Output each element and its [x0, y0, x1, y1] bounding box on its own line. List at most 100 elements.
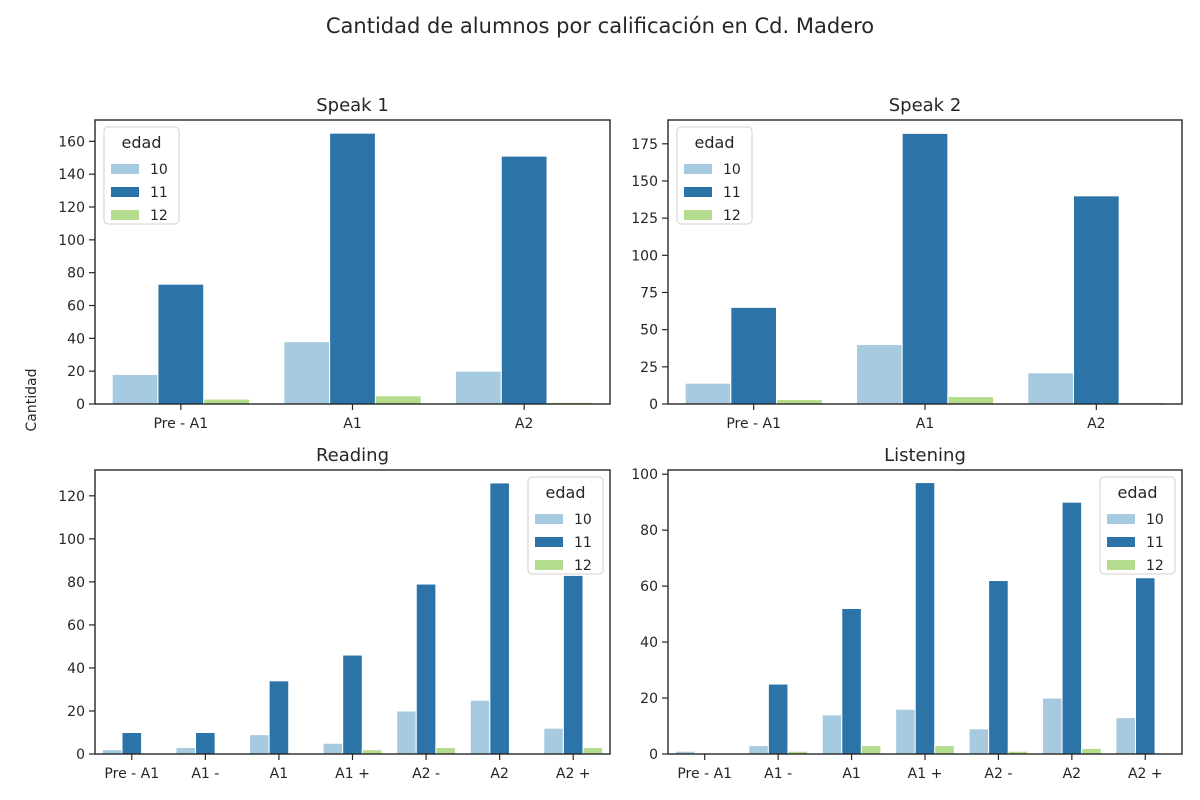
bar-10-5 [1041, 697, 1063, 755]
legend-label: 12 [574, 558, 592, 574]
subplot-1: Speak 2 0 25 50 75 100 125 150 175 Pre - A1 A1 A2 ed… [631, 95, 1183, 432]
y-tick-label: 125 [631, 211, 658, 227]
legend-swatch-12 [684, 210, 712, 220]
y-tick-label: 60 [67, 299, 85, 315]
bar-11-0 [121, 731, 143, 755]
legend-box [103, 126, 180, 225]
bar-11-5 [1061, 501, 1083, 755]
y-tick-label: 100 [631, 248, 658, 264]
bar-10-1 [748, 745, 769, 755]
axes-frame [94, 119, 611, 405]
bar-11-1 [901, 132, 949, 405]
bar-10-2 [821, 714, 843, 755]
legend-swatch-10 [535, 514, 563, 524]
y-tick-label: 100 [58, 532, 85, 548]
subplot-title: Speak 2 [889, 95, 962, 116]
y-tick-label: 60 [640, 579, 658, 595]
legend-box [1099, 476, 1176, 575]
x-tick-label: Pre - A1 [677, 766, 732, 782]
subplot-3: Listening 0 20 40 60 80 100 Pre - A1 A1 - A1 A1 + A… [631, 445, 1183, 782]
legend: edad 10 11 12 [103, 126, 180, 225]
y-tick-label: 140 [58, 167, 85, 183]
bar-12-5 [1081, 747, 1102, 755]
bar-10-6 [1115, 717, 1136, 755]
y-axis-label: Cantidad [24, 369, 40, 432]
bar-10-2 [249, 734, 270, 755]
x-tick-label: A2 [490, 766, 508, 782]
legend-label: 12 [150, 208, 168, 224]
legend-box [676, 126, 753, 225]
y-tick-label: 0 [76, 397, 85, 413]
y-tick-label: 100 [58, 233, 85, 249]
x-tick-label: Pre - A1 [104, 766, 159, 782]
legend-swatch-11 [1107, 537, 1135, 547]
x-tick-label: A1 [916, 416, 934, 432]
bar-11-2 [268, 680, 290, 755]
x-tick-label: A2 + [1128, 766, 1163, 782]
figure-title: Cantidad de alumnos por calificación en … [326, 14, 874, 38]
bar-12-0 [203, 398, 251, 405]
bar-10-1 [283, 341, 331, 405]
y-tick-label: 80 [67, 266, 85, 282]
bar-10-3 [895, 708, 916, 755]
legend-swatch-10 [684, 164, 712, 174]
x-tick-label: A1 [270, 766, 288, 782]
legend-label: 11 [150, 185, 168, 201]
legend-label: 10 [723, 162, 741, 178]
y-tick-label: 0 [649, 397, 658, 413]
x-tick-label: A2 [1063, 766, 1081, 782]
subplot-title: Listening [884, 445, 966, 466]
y-tick-label: 50 [640, 323, 658, 339]
subplot-0: Speak 1 0 20 40 60 80 100 120 140 160 Pre - A1 A1 A2… [58, 95, 611, 432]
bar-11-6 [562, 574, 584, 755]
bar-10-6 [543, 727, 564, 755]
legend-label: 10 [1146, 512, 1164, 528]
axes-frame [94, 469, 611, 755]
bar-10-0 [684, 382, 732, 405]
bar-11-0 [730, 306, 778, 405]
bar-11-4 [415, 583, 437, 755]
bar-11-1 [767, 683, 789, 755]
bar-11-3 [914, 482, 936, 755]
bar-11-1 [329, 132, 376, 405]
y-tick-label: 175 [631, 137, 658, 153]
bar-12-4 [435, 747, 456, 755]
y-tick-label: 20 [67, 704, 85, 720]
y-tick-label: 20 [67, 364, 85, 380]
y-tick-label: 120 [58, 489, 85, 505]
bar-11-5 [489, 482, 510, 755]
legend-title: edad [1118, 483, 1158, 502]
bar-10-1 [855, 344, 903, 405]
y-tick-label: 80 [640, 523, 658, 539]
legend-label: 12 [723, 208, 741, 224]
y-tick-label: 75 [640, 285, 658, 301]
legend-box [527, 476, 604, 575]
bar-11-0 [157, 283, 205, 405]
axes-frame [667, 469, 1183, 755]
bar-11-2 [1072, 195, 1120, 405]
bar-12-6 [582, 747, 604, 755]
x-tick-label: Pre - A1 [153, 416, 208, 432]
legend-label: 12 [1146, 558, 1164, 574]
bar-10-2 [455, 370, 502, 405]
bar-12-2 [860, 745, 882, 755]
legend-swatch-12 [535, 560, 563, 570]
x-tick-label: A1 - [191, 766, 219, 782]
y-tick-label: 100 [631, 467, 658, 483]
y-tick-label: 160 [58, 134, 85, 150]
x-tick-label: A1 [842, 766, 860, 782]
legend-label: 10 [574, 512, 592, 528]
y-tick-label: 0 [76, 747, 85, 763]
bar-11-2 [500, 155, 548, 405]
legend-swatch-11 [535, 537, 563, 547]
legend-swatch-10 [1107, 514, 1135, 524]
legend-swatch-10 [111, 164, 139, 174]
legend-swatch-11 [684, 187, 712, 197]
bar-11-2 [841, 608, 862, 755]
y-tick-label: 40 [640, 635, 658, 651]
bar-10-5 [469, 699, 491, 755]
legend-label: 11 [1146, 535, 1164, 551]
y-tick-label: 0 [649, 747, 658, 763]
